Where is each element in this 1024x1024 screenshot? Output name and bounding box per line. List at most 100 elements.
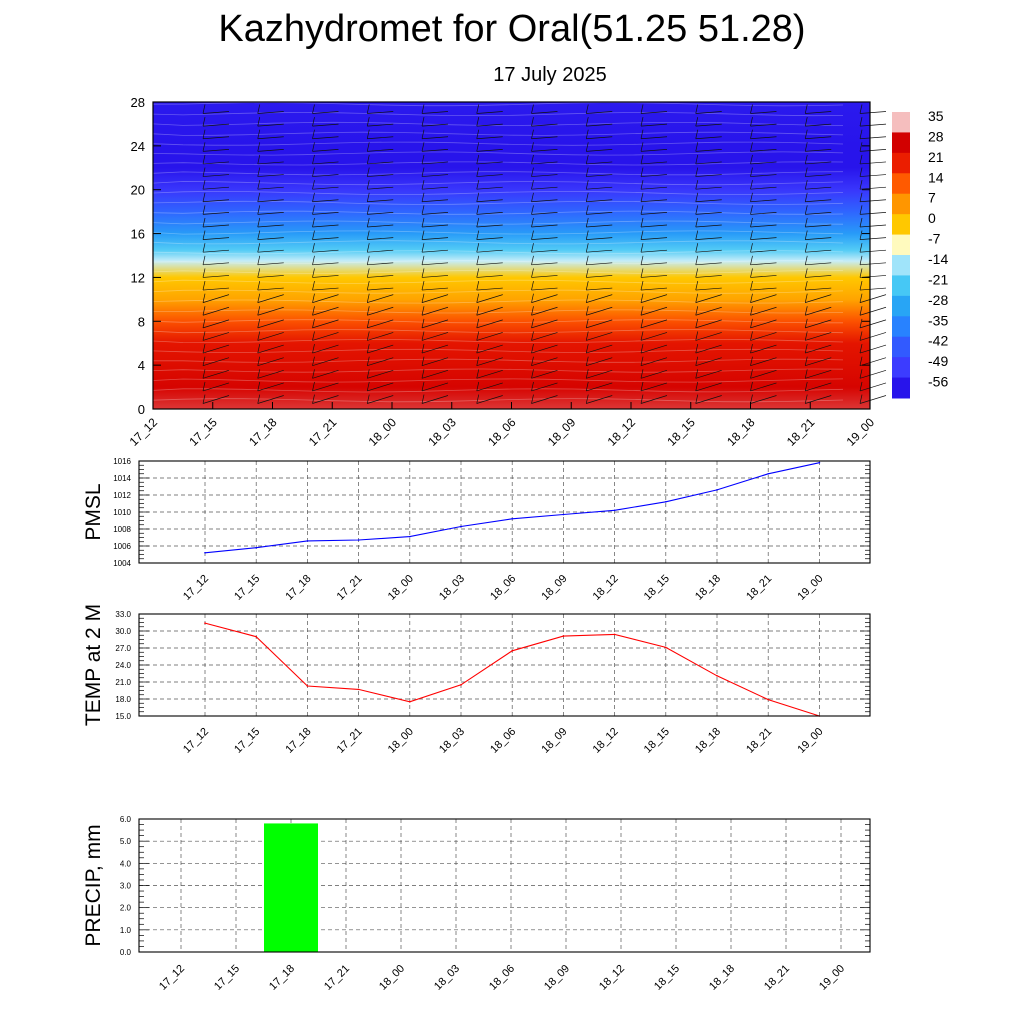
pmsl-point [665,501,667,503]
wind-barb-flag [859,318,863,328]
wind-barb [202,249,230,253]
wind-barb-flag [859,230,863,240]
wind-barb-flag [804,344,808,354]
wind-barb-flag [421,369,425,379]
wind-barb [531,357,558,367]
wind-barb [695,287,722,291]
wind-barb [476,287,503,291]
wind-barb [476,123,503,127]
x-tick-label: 17_21 [322,963,352,993]
colorbar-label: 14 [928,169,944,185]
wind-barb [586,249,613,253]
wind-barb-flag [585,356,589,366]
wind-barb-flag [421,293,425,303]
colorbar-segment [892,214,910,236]
y-tick-label: 4.0 [120,859,132,868]
temp-point [613,633,616,636]
wind-barb-flag [421,104,425,114]
wind-barb [805,319,832,329]
y-tick-label: 1010 [113,508,131,517]
wind-barb-flag [695,381,699,391]
wind-barb [586,275,613,278]
wind-barb-flag [804,154,808,165]
wind-barb-flag [476,180,480,190]
wind-barb-flag [750,369,753,379]
wind-barb [805,275,832,278]
wind-barb [695,382,722,392]
wind-barb [476,382,503,392]
wind-barb [695,275,722,278]
wind-barb [859,224,887,228]
wind-barb [640,148,668,152]
wind-barb [531,123,558,127]
wind-barb-flag [859,394,863,404]
colorbar-segment [892,173,910,195]
wind-barb-flag [640,255,644,265]
wind-barb-flag [750,318,753,328]
wind-barb-flag [640,180,644,190]
wind-barb [257,275,284,278]
wind-barb-flag [531,280,534,291]
pmsl-point [716,489,718,491]
wind-barb-flag [421,129,425,139]
wind-barb-flag [531,331,534,341]
wind-barb [312,287,339,291]
wind-barb [257,199,284,203]
wind-barb-flag [476,306,480,316]
wind-barb [750,174,777,177]
wind-barb [367,382,394,392]
wind-barb-flag [585,117,589,127]
contour-line [152,279,844,284]
wind-barb-flag [804,243,808,253]
wind-barb [367,306,394,316]
wind-barb [367,294,394,303]
wind-barb [640,174,668,177]
x-tick-label: 18_12 [597,963,627,993]
wind-barb [312,186,339,190]
wind-barb-flag [804,268,808,278]
wind-barb-flag [257,394,261,404]
wind-barb-flag [859,344,863,354]
wind-barb-flag [640,205,644,215]
wind-barb [695,111,722,114]
wind-barb [421,319,449,329]
wind-barb-flag [640,344,644,354]
wind-barb [750,212,777,215]
temp-point [665,646,667,649]
wind-barb [805,199,832,203]
wind-barb [586,294,613,303]
wind-barb-flag [421,117,425,127]
wind-barb [586,123,613,127]
colorbar-segment [892,295,910,317]
wind-barb-flag [585,394,589,404]
wind-barb [531,161,558,165]
y-tick-label: 1004 [113,559,131,568]
wind-barb-flag [750,280,753,291]
y-tick-label: 18.0 [115,695,131,704]
panel-frame [138,818,871,953]
wind-barb-flag [476,394,480,404]
wind-barb [421,237,449,240]
wind-barb [312,199,339,203]
wind-barb [750,123,777,127]
contour-line [152,240,844,245]
wind-barb [531,275,558,278]
wind-barb-flag [257,142,261,152]
contour-line [152,348,844,353]
wind-barb-flag [531,293,534,303]
wind-barb [695,174,722,177]
contour-line [152,338,844,344]
y-tick-label: 1006 [113,542,131,551]
wind-barb-flag [695,344,699,354]
wind-barb [695,395,722,404]
wind-barb [586,224,613,228]
wind-barb-flag [366,356,370,366]
wind-barb-flag [695,306,699,316]
wind-barb-flag [531,306,534,316]
wind-barb [805,237,832,240]
wind-barb-flag [804,104,808,114]
wind-barb [312,382,339,392]
wind-barb-flag [695,205,699,215]
wind-barb [750,186,777,190]
wind-barb [805,382,832,392]
